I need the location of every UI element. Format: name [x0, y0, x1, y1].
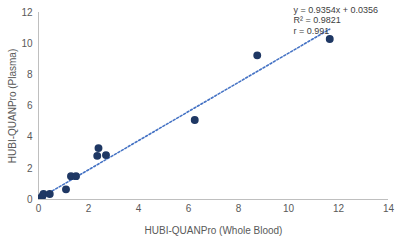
svg-text:10: 10: [21, 38, 33, 49]
svg-text:12: 12: [333, 203, 345, 214]
svg-text:4: 4: [136, 203, 142, 214]
svg-text:0: 0: [27, 194, 33, 205]
svg-text:6: 6: [186, 203, 192, 214]
svg-text:2: 2: [86, 203, 92, 214]
svg-text:4: 4: [27, 131, 33, 142]
svg-text:14: 14: [383, 203, 395, 214]
svg-text:HUBI-QUANPro (Whole Blood): HUBI-QUANPro (Whole Blood): [145, 225, 283, 236]
svg-text:0: 0: [36, 203, 42, 214]
svg-text:2: 2: [27, 163, 33, 174]
svg-text:8: 8: [27, 69, 33, 80]
svg-text:8: 8: [236, 203, 242, 214]
svg-text:12: 12: [21, 7, 33, 18]
svg-text:6: 6: [27, 100, 33, 111]
svg-text:y = 0.9354x + 0.0356R² = 0.982: y = 0.9354x + 0.0356R² = 0.9821r = 0.991: [294, 5, 379, 36]
svg-text:HUBI-QUANPro (Plasma): HUBI-QUANPro (Plasma): [7, 49, 18, 163]
svg-text:10: 10: [283, 203, 295, 214]
